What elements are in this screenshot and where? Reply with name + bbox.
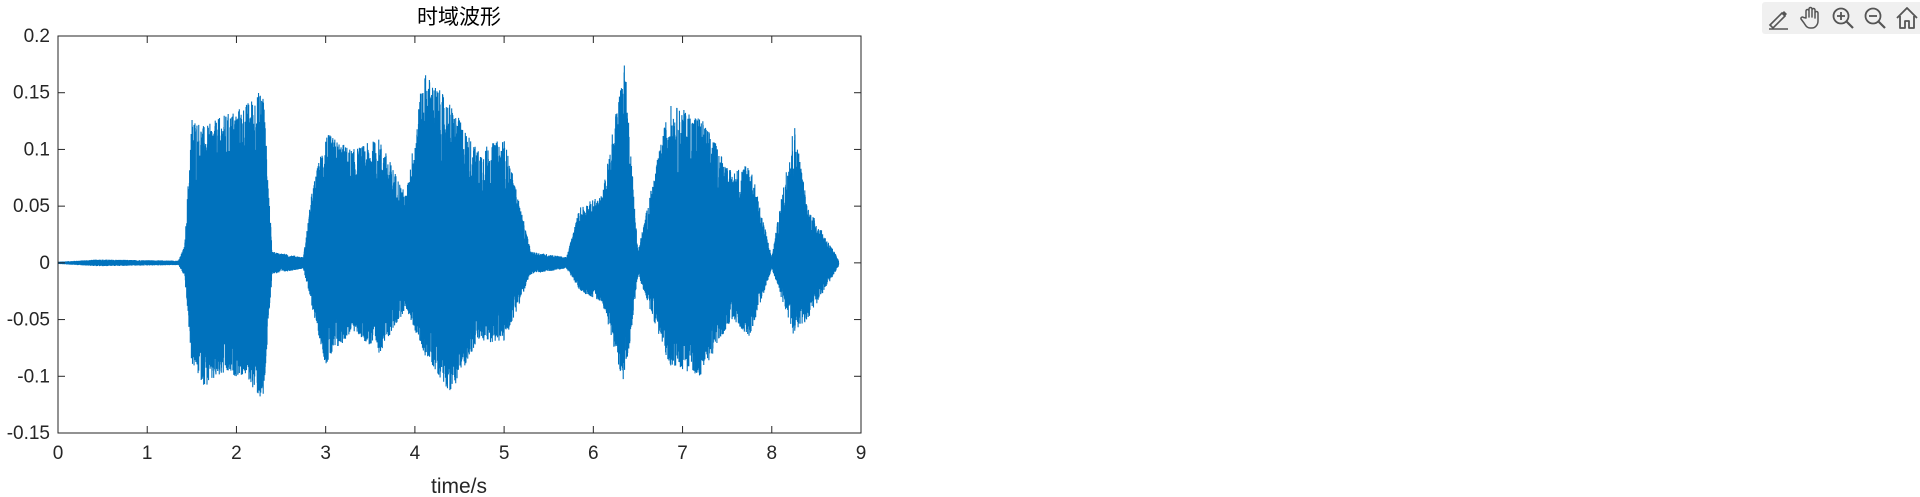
x-axis-label: time/s [431,475,487,497]
x-tick-label: 9 [856,443,867,464]
x-tick-label: 6 [588,443,599,464]
waveform-series [58,65,840,397]
y-tick-label: -0.1 [17,366,50,387]
chart-title: 时域波形 [417,5,501,29]
x-tick-label: 4 [410,443,421,464]
pan-button[interactable] [1796,2,1826,34]
home-icon [1896,7,1918,29]
y-tick-label: 0.1 [24,139,50,160]
y-tick-label: 0.2 [24,26,50,47]
y-tick-label: -0.15 [7,423,50,444]
x-tick-label: 2 [231,443,242,464]
x-tick-label: 3 [320,443,331,464]
axes-toolbar [1762,2,1920,34]
pan-hand-icon [1800,6,1819,29]
y-tick-label: -0.05 [7,310,50,331]
brush-icon [1768,11,1788,30]
x-tick-label: 5 [499,443,510,464]
x-tick-label: 8 [766,443,777,464]
y-tick-label: 0.05 [13,196,50,217]
zoom-out-icon [1864,7,1886,29]
x-tick-label: 1 [142,443,153,464]
zoom-in-button[interactable] [1828,2,1858,34]
y-axis: 0.2 0.15 0.1 0.05 0 -0.05 -0.1 -0.15 [7,26,861,444]
waveform-line [58,65,840,397]
x-axis: 0 1 2 3 4 5 6 7 8 9 [53,36,867,464]
y-tick-label: 0 [39,253,50,274]
brush-button[interactable] [1764,2,1794,34]
plot-area-frame [57,35,862,434]
y-tick-label: 0.15 [13,83,50,104]
x-tick-label: 0 [53,443,64,464]
home-button[interactable] [1892,2,1920,34]
x-tick-label: 7 [677,443,688,464]
zoom-out-button[interactable] [1860,2,1890,34]
zoom-in-icon [1832,7,1854,29]
